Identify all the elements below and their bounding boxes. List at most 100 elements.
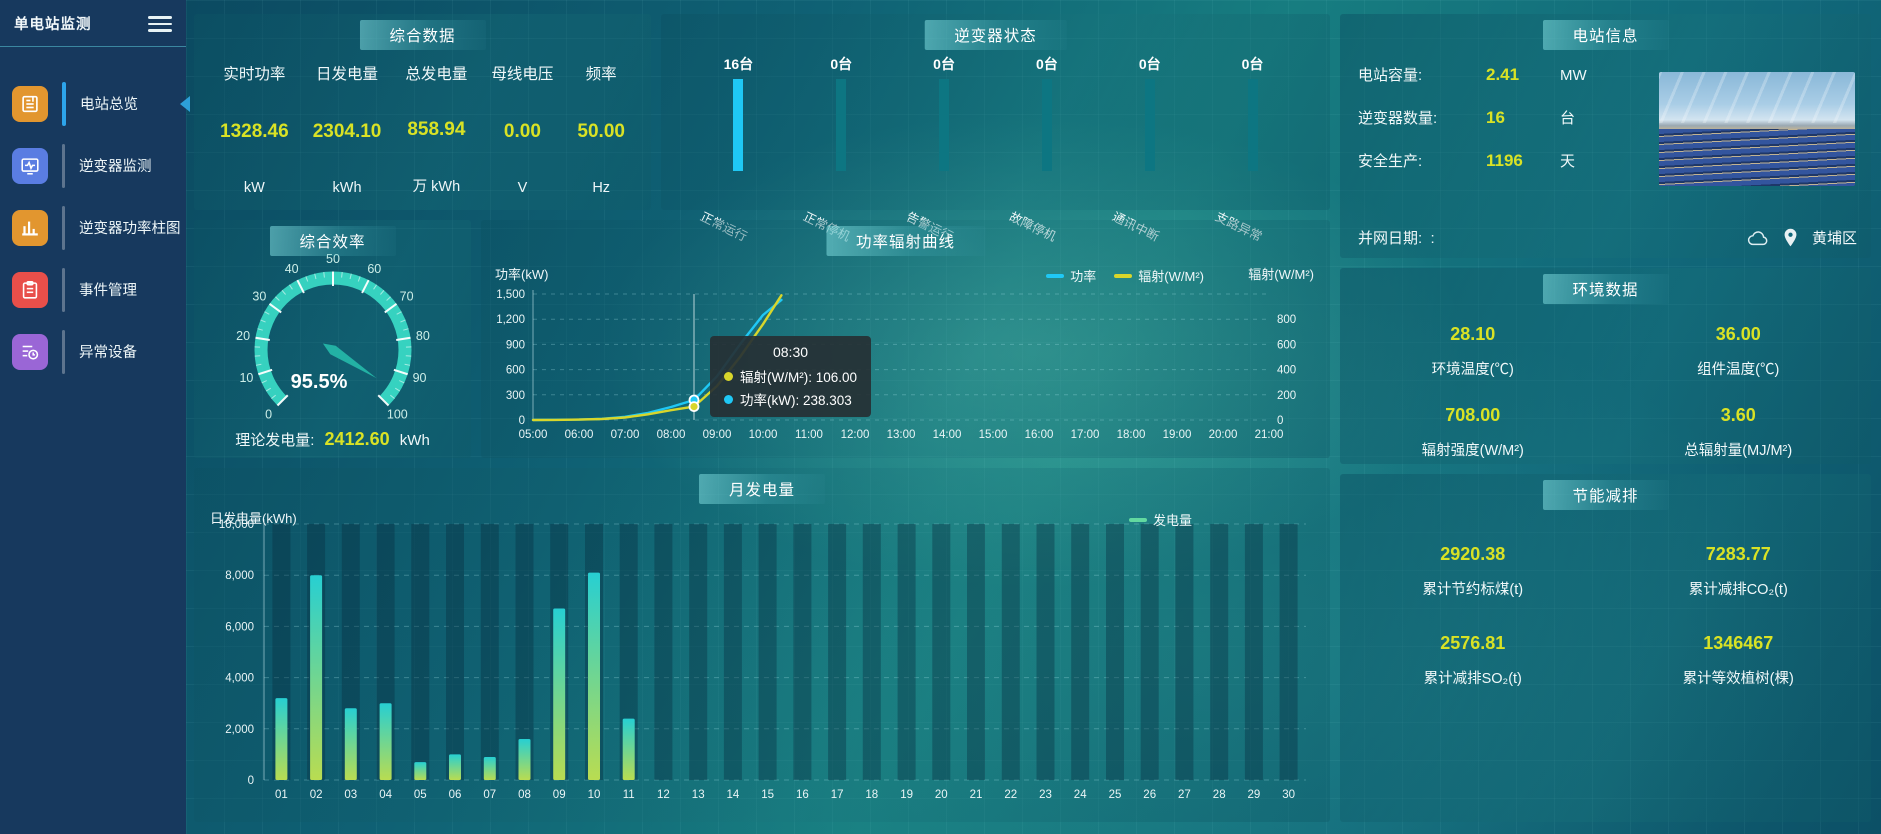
- efficiency-gauge-chart[interactable]: 0 10 20 30 40 50 60 70 80 90 100 95.5%: [194, 254, 471, 426]
- grid-connection-date: 并网日期: :: [1358, 230, 1435, 247]
- svg-text:19:00: 19:00: [1163, 429, 1192, 441]
- summary-stat: 频率 50.00 Hz: [577, 62, 625, 196]
- sidebar-item-2[interactable]: 逆变器监测: [0, 143, 186, 189]
- station-info-row: 安全生产: 1196 天: [1358, 150, 1587, 171]
- inverter-status-bar[interactable]: 16台 正常运行: [693, 54, 783, 244]
- tooltip-row: 辐射(W/M²): 106.00: [724, 366, 857, 386]
- svg-text:08:00: 08:00: [657, 429, 686, 441]
- inverter-status-bar[interactable]: 0台 正常停机: [796, 54, 886, 244]
- power-chart-legend: 功率 辐射(W/M²): [1046, 266, 1204, 285]
- energy-saving-metric: 7283.77 累计减排CO₂(t): [1606, 544, 1872, 599]
- station-info-value: 1196: [1486, 151, 1523, 170]
- svg-text:13:00: 13:00: [887, 429, 916, 441]
- energy-saving-metric: 2920.38 累计节约标煤(t): [1340, 544, 1606, 599]
- svg-text:40: 40: [284, 262, 298, 276]
- svg-text:900: 900: [506, 339, 525, 351]
- summary-stat: 日发电量 2304.10 kWh: [313, 62, 382, 196]
- inverter-status-bar[interactable]: 0台 支路异常: [1208, 54, 1298, 244]
- station-info-unit: MW: [1560, 67, 1587, 84]
- stat-label: 日发电量: [316, 66, 379, 83]
- monthly-generation-chart[interactable]: 0 2,000 4,000 6,000 8,000 10,000 01 02 03 04 05 06 0…: [200, 508, 1324, 809]
- svg-text:50: 50: [326, 254, 340, 266]
- svg-text:19: 19: [900, 789, 913, 801]
- theoretical-generation-unit: kWh: [399, 432, 430, 449]
- inverter-count: 0台: [830, 56, 853, 72]
- svg-text:21: 21: [970, 789, 983, 801]
- svg-text:10,000: 10,000: [219, 519, 254, 531]
- panel-environment-data: 环境数据 28.10 环境温度(℃) 36.00 组件温度(℃) 708.00 …: [1340, 268, 1871, 464]
- metric-label: 组件温度(℃): [1697, 362, 1780, 378]
- inverter-status-bar[interactable]: 0台 故障停机: [1002, 54, 1092, 244]
- sidebar-item-3[interactable]: 逆变器功率柱图: [0, 205, 186, 251]
- panel-title: 电站信息: [1542, 20, 1669, 50]
- stat-unit: V: [517, 180, 528, 196]
- legend-item[interactable]: 辐射(W/M²): [1114, 266, 1204, 285]
- inverter-count: 0台: [933, 56, 955, 72]
- station-info-label: 电站容量:: [1358, 67, 1423, 84]
- station-info-value: 2.41: [1486, 65, 1520, 84]
- inverter-count: 0台: [1035, 56, 1058, 72]
- svg-text:17:00: 17:00: [1071, 429, 1100, 441]
- svg-text:18:00: 18:00: [1117, 429, 1146, 441]
- svg-text:06:00: 06:00: [565, 429, 594, 441]
- environment-metric: 708.00 辐射强度(W/M²): [1340, 405, 1606, 460]
- station-info-row: 电站容量: 2.41 MW: [1358, 64, 1587, 85]
- svg-text:16: 16: [796, 789, 809, 801]
- summary-stats: 实时功率 1328.46 kW 日发电量 2304.10 kWh 总发电量 85…: [194, 14, 651, 210]
- sidebar-item-label: 逆变器监测: [79, 159, 152, 175]
- sidebar-item-1[interactable]: 电站总览: [0, 81, 190, 127]
- svg-text:01: 01: [275, 789, 288, 801]
- sidebar-item-label: 电站总览: [80, 97, 138, 113]
- stat-unit: 万 kWh: [412, 179, 461, 195]
- svg-text:80: 80: [415, 329, 429, 343]
- summary-stat: 母线电压 0.00 V: [491, 62, 553, 196]
- abnormal-device-icon: [12, 333, 48, 370]
- metric-value: 2920.38: [1440, 544, 1506, 564]
- stat-value: 0.00: [503, 121, 541, 142]
- sidebar-item-label: 异常设备: [79, 345, 137, 361]
- hamburger-menu-icon[interactable]: [148, 12, 172, 36]
- station-photo: [1659, 72, 1855, 186]
- theoretical-generation-value: 2412.60: [324, 429, 390, 449]
- svg-text:21:00: 21:00: [1255, 429, 1284, 441]
- metric-label: 总辐射量(MJ/M²): [1684, 443, 1793, 459]
- metric-label: 累计节约标煤(t): [1422, 582, 1524, 598]
- collapse-sidebar-arrow[interactable]: [180, 95, 190, 112]
- sidebar: 单电站监测 电站总览 逆变器监测 逆变器功率柱图 事件管理 异常设备: [0, 0, 190, 834]
- svg-text:0: 0: [248, 775, 254, 787]
- panel-energy-saving: 节能减排 2920.38 累计节约标煤(t) 7283.77 累计减排CO₂(t…: [1340, 474, 1871, 822]
- svg-text:17: 17: [831, 789, 844, 801]
- svg-text:16:00: 16:00: [1025, 429, 1054, 441]
- power-radiation-chart[interactable]: 0 300 600 900 1,200 1,500 0 200 400 600 800 05:00 06…: [487, 284, 1324, 449]
- sidebar-item-5[interactable]: 异常设备: [0, 329, 186, 375]
- sidebar-item-4[interactable]: 事件管理: [0, 267, 186, 313]
- legend-item[interactable]: 功率: [1046, 266, 1096, 285]
- panel-title: 月发电量: [698, 474, 826, 504]
- location-pin-icon[interactable]: [1783, 228, 1798, 247]
- inverter-status-bar[interactable]: 0台 通讯中断: [1105, 54, 1195, 244]
- inverter-status-bar[interactable]: 0台 告警运行: [899, 54, 989, 244]
- svg-text:0: 0: [519, 415, 525, 427]
- stat-unit: kWh: [332, 180, 362, 196]
- station-overview-icon: [12, 85, 48, 122]
- environment-grid: 28.10 环境温度(℃) 36.00 组件温度(℃) 708.00 辐射强度(…: [1340, 268, 1871, 460]
- inverter-status-chart[interactable]: 16台 正常运行 0台 正常停机 0台 告警运行 0台 故障停机 0台 通讯中断…: [661, 14, 1330, 244]
- svg-text:06: 06: [449, 789, 462, 801]
- svg-text:14: 14: [727, 789, 740, 801]
- stat-unit: Hz: [592, 180, 611, 196]
- stat-value: 2304.10: [312, 121, 382, 142]
- metric-value: 1346467: [1703, 633, 1774, 653]
- svg-text:800: 800: [1277, 314, 1296, 326]
- weather-cloud-icon[interactable]: [1747, 230, 1769, 246]
- station-info-rows: 电站容量: 2.41 MW 逆变器数量: 16 台 安全生产: 1196 天: [1358, 64, 1587, 193]
- location-name: 黄埔区: [1811, 230, 1857, 247]
- svg-text:20:00: 20:00: [1209, 429, 1238, 441]
- inverter-count: 0台: [1138, 56, 1161, 72]
- svg-text:07:00: 07:00: [611, 429, 640, 441]
- legend-item[interactable]: 发电量: [1128, 510, 1192, 529]
- power-bars-icon: [12, 209, 48, 246]
- svg-text:200: 200: [1277, 390, 1296, 402]
- station-info-label: 逆变器数量:: [1358, 110, 1438, 127]
- panel-power-radiation: 功率辐射曲线 功率(kW) 功率 辐射(W/M²) 辐射(W/M²) 0 300 60…: [481, 220, 1330, 458]
- svg-text:05: 05: [414, 789, 427, 801]
